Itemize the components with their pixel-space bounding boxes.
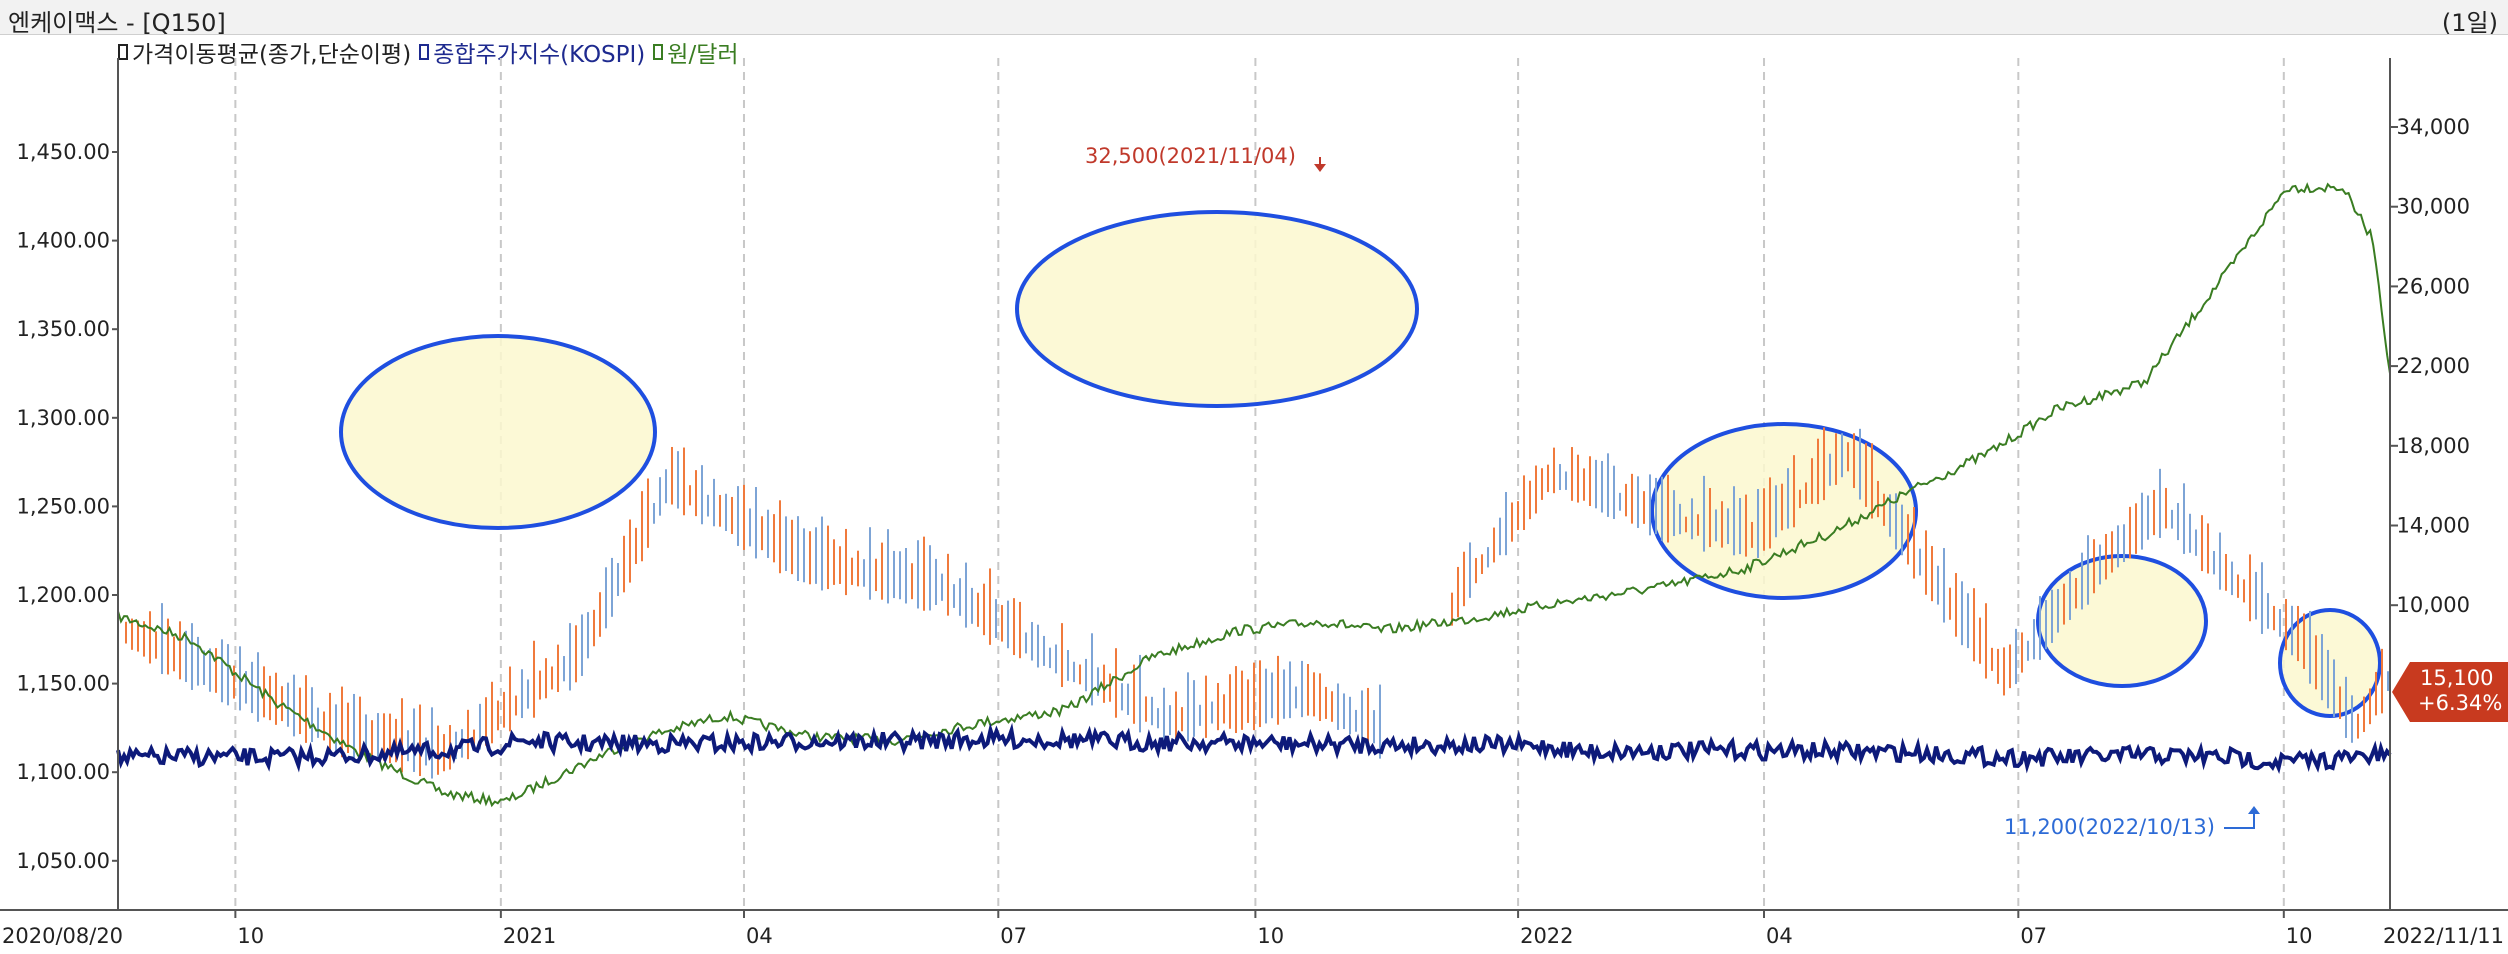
kospi-series-line (116, 722, 2392, 774)
right-axis-tick-label: 22,000 (2397, 354, 2470, 378)
x-axis-tick-label: 07 (1000, 924, 1027, 948)
legend-item-kospi[interactable]: 종합주가지수(KOSPI) (419, 35, 645, 69)
legend-checkbox-icon[interactable] (653, 44, 664, 60)
x-axis-tick-label: 10 (1257, 924, 1284, 948)
right-axis-tick-label: 18,000 (2397, 434, 2470, 458)
legend-checkbox-icon[interactable] (419, 44, 430, 60)
right-axis-tick-label: 14,000 (2397, 514, 2470, 538)
high-annotation: 32,500(2021/11/04) (1085, 144, 1296, 168)
highlight-ellipse (1650, 422, 1918, 600)
series-lines (116, 182, 2392, 808)
low-marker-arrow (2248, 806, 2260, 814)
period-label[interactable]: (1일) (2441, 9, 2498, 37)
left-axis-tick-label: 1,450.00 (16, 140, 110, 164)
x-axis-tick-label: 2021 (503, 924, 556, 948)
legend-label-moving-average: 가격이동평균(종가,단순이평) (132, 42, 412, 68)
x-axis-tick-label: 04 (746, 924, 773, 948)
axes: 1,450.00 1,400.00 1,350.00 1,300.00 1,250.00… (0, 58, 2508, 948)
last-price-badge: 15,100 +6.34% (2392, 662, 2508, 722)
badge-shape (2392, 662, 2508, 722)
highlight-ellipse (1015, 210, 1419, 408)
legend-item-moving-average[interactable]: 가격이동평균(종가,단순이평) (118, 35, 411, 69)
x-axis-tick-label: 10 (237, 924, 264, 948)
legend-item-usdkrw[interactable]: 원/달러 (653, 35, 739, 69)
x-axis-tick-label: 04 (1766, 924, 1793, 948)
legend-label-kospi: 종합주가지수(KOSPI) (433, 42, 646, 68)
left-axis-tick-label: 1,150.00 (16, 672, 110, 696)
highlight-ellipse (339, 334, 657, 530)
right-axis-tick-label: 34,000 (2397, 115, 2470, 139)
left-axis-tick-label: 1,400.00 (16, 229, 110, 253)
low-marker-line (2224, 810, 2255, 829)
high-marker-arrow (1314, 164, 1326, 172)
right-axis-tick-label: 26,000 (2397, 274, 2470, 298)
legend-checkbox-icon[interactable] (118, 44, 128, 60)
usdkrw-series-line (117, 182, 2391, 808)
x-axis-tick-label: 2022/11/11 (2383, 924, 2504, 948)
left-axis-tick-label: 1,100.00 (16, 760, 110, 784)
chart-legend: 가격이동평균(종가,단순이평) 종합주가지수(KOSPI) 원/달러 (118, 35, 747, 69)
x-axis-tick-label: 2022 (1520, 924, 1573, 948)
highlight-ellipses (339, 210, 2382, 718)
right-axis-tick-label: 30,000 (2397, 195, 2470, 219)
low-annotation: 11,200(2022/10/13) (2004, 815, 2215, 839)
left-axis-tick-label: 1,300.00 (16, 406, 110, 430)
last-change-label: +6.34% (2418, 691, 2502, 715)
candles (125, 427, 2389, 779)
x-axis-tick-label: 10 (2286, 924, 2313, 948)
legend-label-usdkrw: 원/달러 (667, 42, 739, 68)
last-price-label: 15,100 (2420, 666, 2493, 690)
annotations: 32,500(2021/11/04) 11,200(2022/10/13) 15… (1085, 144, 2508, 839)
chart-title: 엔케이맥스 - [Q150] (8, 9, 226, 37)
chart-title-bar: 엔케이맥스 - [Q150] (1일) (0, 0, 2508, 37)
right-axis-tick-label: 10,000 (2397, 593, 2470, 617)
left-axis-tick-label: 1,250.00 (16, 494, 110, 518)
left-axis-tick-label: 1,200.00 (16, 583, 110, 607)
x-axis-tick-label: 2020/08/20 (2, 924, 123, 948)
left-axis-tick-label: 1,350.00 (16, 317, 110, 341)
highlight-ellipse (2036, 554, 2208, 688)
left-axis-tick-label: 1,050.00 (16, 849, 110, 873)
x-axis-tick-label: 07 (2020, 924, 2047, 948)
